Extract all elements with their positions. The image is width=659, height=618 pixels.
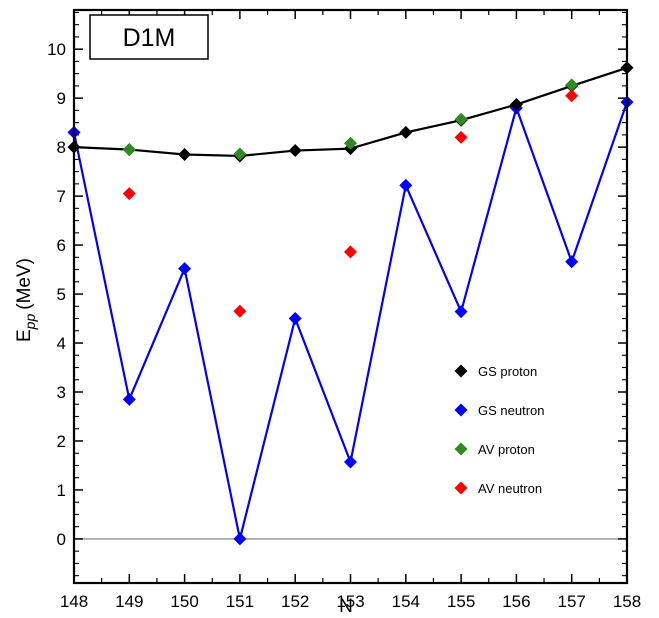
x-tick-label: 154	[392, 592, 420, 611]
data-point-gs-proton	[399, 125, 413, 139]
y-tick-label: 2	[57, 432, 66, 451]
legend-marker	[454, 364, 468, 378]
data-point-gs-neutron	[344, 455, 357, 469]
y-axis-title-sub: pp	[22, 314, 38, 331]
series-line-gs-neutron	[72, 101, 629, 541]
data-point-gs-neutron	[288, 312, 302, 326]
legend-label: GS neutron	[478, 403, 545, 418]
x-tick-label: 148	[60, 592, 88, 611]
y-tick-label: 0	[57, 530, 66, 549]
data-point-gs-neutron	[233, 532, 247, 546]
data-point-gs-proton	[288, 144, 302, 158]
x-tick-label: 151	[226, 592, 254, 611]
data-point-av-proton	[344, 136, 357, 150]
x-tick-label: 153	[336, 592, 364, 611]
data-point-av-proton	[454, 112, 468, 126]
panel-label-box: D1M	[89, 14, 209, 60]
legend-label: AV proton	[478, 442, 535, 457]
y-axis-title: Epp (MeV)	[14, 258, 38, 342]
data-point-gs-neutron	[454, 305, 468, 319]
data-point-av-neutron	[122, 187, 136, 201]
data-point-gs-neutron	[178, 262, 192, 276]
plot-border	[72, 8, 629, 585]
y-tick-label: 4	[57, 334, 66, 353]
legend-marker	[454, 442, 468, 456]
panel-label: D1M	[123, 24, 176, 52]
data-point-av-proton	[122, 143, 136, 157]
data-point-av-neutron	[565, 89, 579, 103]
x-tick-label: 155	[447, 592, 475, 611]
x-tick-label: 152	[281, 592, 309, 611]
legend-label: GS proton	[478, 364, 537, 379]
legend-label: AV neutron	[478, 481, 542, 496]
tick-labels: 148 149 150 151 152 153 154 155 156 157 158 0 1 2 3 4 5 6…	[47, 40, 641, 611]
series-layer	[67, 61, 634, 546]
data-point-av-neutron	[233, 304, 247, 318]
data-point-av-proton	[565, 78, 579, 92]
data-point-gs-neutron	[122, 392, 136, 406]
data-point-gs-proton	[509, 98, 523, 112]
legend-marker	[454, 403, 468, 417]
x-tick-label: 157	[558, 592, 586, 611]
y-tick-label: 9	[57, 89, 66, 108]
y-tick-label: 6	[57, 236, 66, 255]
y-axis-title-main: E	[14, 329, 35, 342]
data-point-gs-neutron	[565, 255, 579, 269]
data-point-gs-proton	[178, 147, 192, 161]
plot-frame	[72, 8, 629, 585]
legend: GS proton GS neutron AV proton AV neutron	[454, 364, 545, 496]
y-tick-label: 7	[57, 187, 66, 206]
x-tick-label: 149	[115, 592, 143, 611]
y-tick-label: 1	[57, 481, 66, 500]
y-tick-label: 10	[47, 40, 66, 59]
y-axis-title-unit: (MeV)	[14, 258, 35, 310]
data-point-gs-neutron	[399, 178, 413, 192]
y-tick-label: 8	[57, 138, 66, 157]
x-tick-label: 158	[613, 592, 641, 611]
data-point-av-neutron	[454, 130, 468, 144]
x-tick-label: 156	[502, 592, 530, 611]
data-point-av-proton	[233, 147, 247, 161]
data-point-av-neutron	[344, 245, 357, 259]
x-tick-label: 150	[170, 592, 198, 611]
y-tick-label: 5	[57, 285, 66, 304]
x-axis-title: N	[339, 596, 353, 617]
y-tick-label: 3	[57, 383, 66, 402]
legend-marker	[454, 481, 468, 495]
